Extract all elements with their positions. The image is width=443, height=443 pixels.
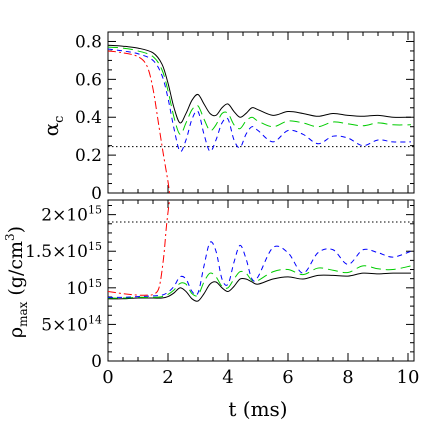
- y-tick-label: 0.8: [75, 32, 102, 52]
- x-tick-label: 2: [162, 367, 173, 388]
- x-tick-label: 6: [282, 367, 293, 388]
- y-tick-label: 0: [91, 184, 102, 204]
- plot-frame: [107, 31, 415, 194]
- x-tick-label: 4: [222, 367, 233, 388]
- series-line-0: [108, 44, 412, 124]
- series-line-2: [108, 241, 412, 298]
- y-tick-label: 5×1014: [41, 313, 102, 335]
- x-tick-label: 8: [342, 367, 353, 388]
- series-line-3: [108, 50, 170, 193]
- series-line-1: [108, 46, 412, 135]
- x-tick-label: 0: [102, 367, 113, 388]
- bottom-y-axis-label: ρmax(g/cm3): [3, 226, 30, 338]
- x-tick-label: 10: [397, 367, 420, 388]
- y-tick-label: 0.2: [75, 146, 102, 166]
- plot-frame: [107, 199, 415, 362]
- series-line-3: [108, 200, 170, 296]
- y-tick-label: 0: [91, 352, 102, 372]
- y-tick-label: 2×1015: [41, 204, 102, 226]
- series-line-2: [108, 48, 412, 153]
- y-tick-label: 1015: [66, 277, 102, 299]
- y-tick-label: 1.5×1015: [25, 240, 102, 262]
- top-panel: 0 0.2 0.4 0.6 0.8: [75, 31, 415, 204]
- series-line-1: [108, 265, 412, 299]
- top-y-axis-label: αc: [39, 116, 67, 137]
- x-axis-label: t (ms): [228, 397, 287, 421]
- bottom-panel: 0 5×1014 1015 1.5×1015 2×1015 0 2 4 6 8 10: [25, 199, 420, 388]
- y-tick-label: 0.6: [75, 70, 102, 90]
- y-tick-label: 0.4: [75, 108, 102, 128]
- series-line-0: [108, 272, 412, 302]
